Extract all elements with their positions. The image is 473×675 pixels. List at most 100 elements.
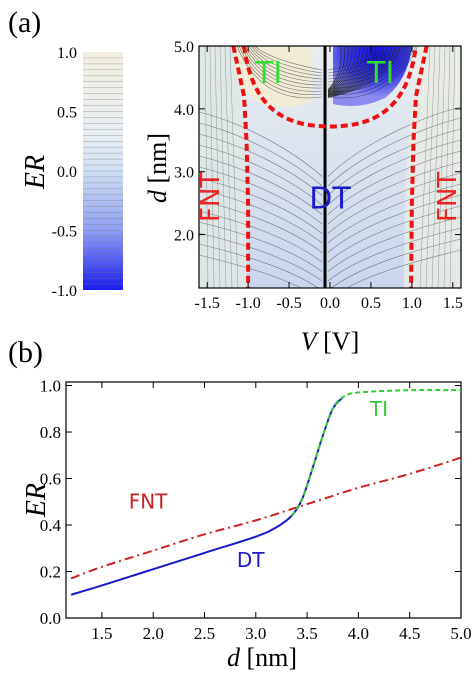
colorbar-tick-label: 0.5 <box>57 105 77 122</box>
contour-line <box>443 46 451 288</box>
contour-line <box>327 172 461 234</box>
region-label-fnt: FNT <box>196 172 226 222</box>
contour-line <box>327 150 461 215</box>
contour-line <box>250 46 323 77</box>
heatmap-y-tick-label: 4.0 <box>174 102 194 119</box>
line-chart: 1.5 2.0 2.5 3.0 3.5 4.0 4.5 5.0 0.0 0.2 0.4 0.6 0.8 1… <box>21 377 472 672</box>
contour-line <box>229 46 239 288</box>
contour-line <box>327 183 461 244</box>
contour-line <box>199 144 323 206</box>
panel-a-label: (a) <box>8 6 41 39</box>
line-chart-x-tick-label: 4.0 <box>348 624 369 643</box>
heatmap-x-tick-label: 1.0 <box>402 295 422 312</box>
contour-line <box>199 210 323 263</box>
fnt-right-boundary <box>409 45 429 289</box>
fnt-region-right <box>404 46 461 288</box>
line-chart-annotations: FNT DT TI <box>129 397 388 572</box>
colorbar-tick-label: 0.0 <box>57 164 77 181</box>
contour-line <box>327 46 407 80</box>
contour-line <box>199 199 323 253</box>
colorbar-tick-label: -1.0 <box>52 283 77 300</box>
line-chart-ylabel: ER <box>21 483 52 518</box>
contour-line <box>327 46 401 71</box>
region-boundaries <box>231 45 429 289</box>
heatmap-ylabel: d [nm] <box>143 133 172 203</box>
contour-line <box>246 46 323 83</box>
contour-line <box>199 122 323 187</box>
heatmap-x-tick-label: 1.5 <box>443 295 463 312</box>
contour-line <box>327 46 385 96</box>
heatmap-panel: TI TI DT FNT FNT -1.5 -1.0 -0.5 0.0 0.5 1.0 1.5 2.0… <box>143 39 463 356</box>
contour-line <box>219 46 227 288</box>
contour-line <box>327 46 365 94</box>
contour-line <box>199 155 323 215</box>
heatmap-xlabel: V [V] <box>301 327 359 356</box>
dome-boundary <box>242 45 418 129</box>
contour-line <box>327 46 389 97</box>
series-line-ti <box>290 389 462 517</box>
colorbar-label: ER <box>20 155 51 190</box>
contour-line <box>327 46 419 99</box>
contour-line <box>199 111 323 177</box>
contour-line <box>327 46 349 92</box>
contour-line <box>224 46 233 288</box>
fnt-region-left <box>199 46 247 288</box>
line-chart-x-tick-label: 1.5 <box>91 624 112 643</box>
contour-line <box>199 221 323 272</box>
contour-line <box>199 177 323 234</box>
contour-line <box>327 216 461 272</box>
contour-line <box>327 46 401 98</box>
heatmap-x-tick-label: 0.0 <box>320 295 340 312</box>
region-label-ti: TI <box>254 56 282 91</box>
heatmap-ticks: -1.5 -1.0 -0.5 0.0 0.5 1.0 1.5 2.0 3.0 4.0 5.0 <box>174 39 463 312</box>
contour-line <box>209 46 215 288</box>
contour-line <box>199 166 323 225</box>
region-label-fnt: FNT <box>433 172 463 222</box>
colorbar: 1.0 0.5 0.0 -0.5 -1.0 ER <box>20 45 123 300</box>
contour-line <box>449 46 456 288</box>
fnt-left-boundary <box>231 45 251 288</box>
colorbar-level-lines <box>83 57 123 285</box>
contour-line <box>199 133 323 196</box>
heatmap-x-tick-label: -0.5 <box>276 295 301 312</box>
heatmap-x-tick-label: -1.0 <box>235 295 260 312</box>
contour-line <box>252 46 323 74</box>
line-chart-x-tick-label: 4.5 <box>399 624 420 643</box>
contour-line <box>199 254 302 288</box>
contour-line <box>327 46 381 96</box>
contour-line <box>240 46 323 92</box>
region-label-ti: TI <box>366 56 394 91</box>
line-chart-y-tick-label: 0.8 <box>40 423 61 442</box>
contour-line <box>327 128 461 196</box>
line-chart-y-tick-label: 0.6 <box>40 470 61 489</box>
contour-line <box>199 243 319 288</box>
contour-line <box>327 139 461 206</box>
contour-line <box>437 46 446 288</box>
annotation-fnt: FNT <box>129 490 168 514</box>
contour-line <box>327 46 345 91</box>
line-chart-x-tick-label: 5.0 <box>450 624 471 643</box>
contour-line <box>327 194 461 253</box>
contour-line <box>248 46 323 80</box>
line-chart-y-tick-label: 0.2 <box>40 563 61 582</box>
contour-line <box>419 46 431 288</box>
contour-line <box>327 227 461 282</box>
panel-b-label: (b) <box>8 336 43 369</box>
contour-line <box>327 46 405 77</box>
region-labels: TI TI DT FNT FNT <box>196 56 463 222</box>
series-line-fnt <box>70 456 462 580</box>
annotation-dt: DT <box>237 548 265 572</box>
contour-line <box>327 46 409 83</box>
line-chart-y-tick-label: 1.0 <box>40 377 61 396</box>
heatmap-x-tick-label: 0.5 <box>361 295 381 312</box>
line-chart-frame <box>65 381 462 619</box>
line-chart-xlabel: d [nm] <box>227 643 297 672</box>
line-chart-x-tick-label: 2.5 <box>194 624 215 643</box>
heatmap-y-tick-label: 5.0 <box>174 39 194 56</box>
contour-line <box>204 46 209 288</box>
ti-region-left <box>230 46 312 108</box>
contour-line <box>327 46 397 98</box>
heatmap-y-tick-label: 3.0 <box>174 165 194 182</box>
heatmap-y-tick-label: 2.0 <box>174 228 194 245</box>
